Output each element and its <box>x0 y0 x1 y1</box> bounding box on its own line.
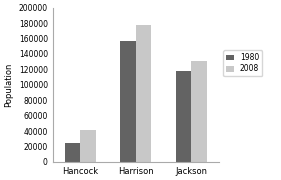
Bar <box>120 41 136 162</box>
Bar <box>80 130 96 162</box>
Y-axis label: Population: Population <box>4 63 13 107</box>
Bar <box>191 61 207 162</box>
Bar <box>65 143 80 162</box>
Legend: 1980, 2008: 1980, 2008 <box>223 50 262 76</box>
Bar <box>176 71 191 162</box>
Bar <box>136 25 151 162</box>
